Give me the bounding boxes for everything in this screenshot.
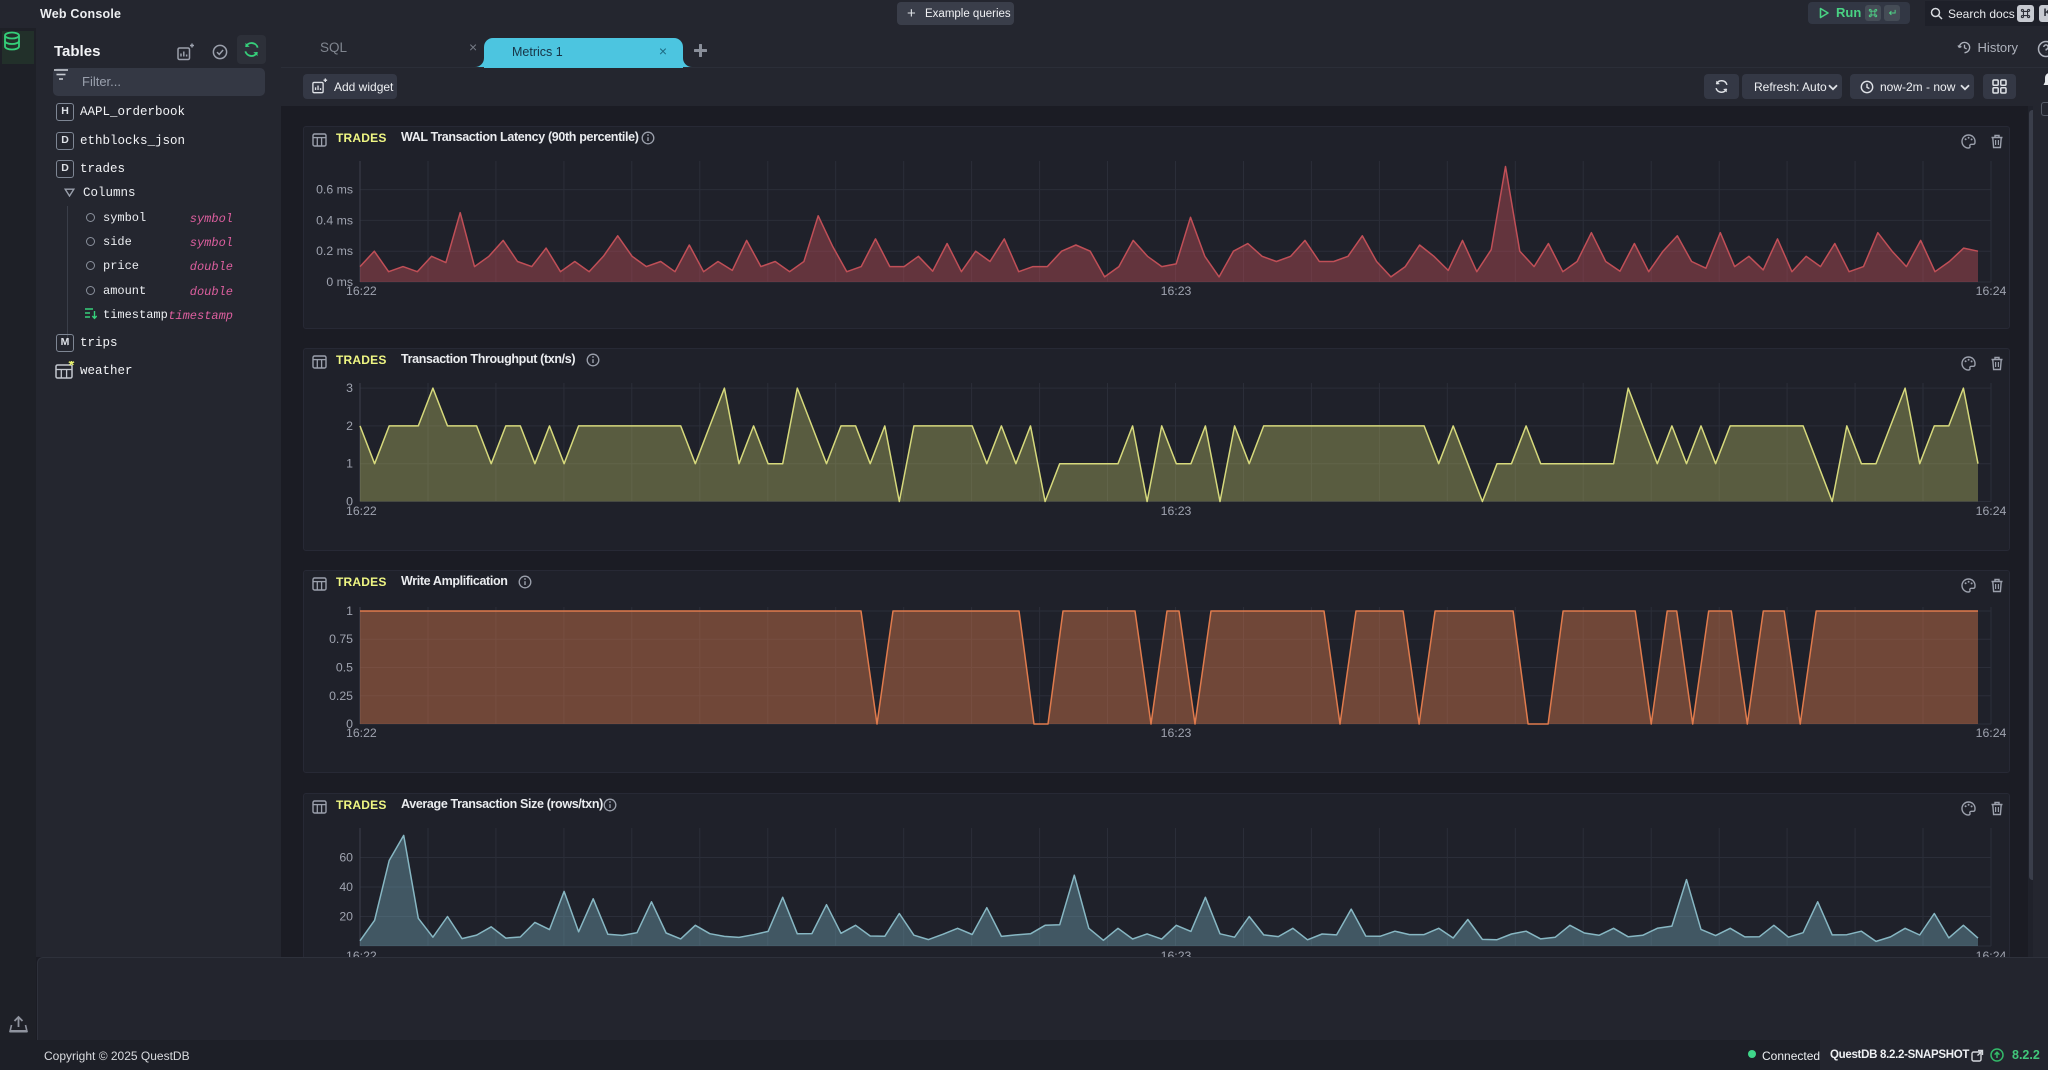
svg-text:1: 1 (346, 457, 353, 471)
svg-text:0.25: 0.25 (329, 689, 353, 703)
svg-text:16:23: 16:23 (1161, 504, 1192, 518)
svg-text:20: 20 (339, 910, 353, 924)
svg-text:16:22: 16:22 (346, 504, 377, 518)
svg-text:16:23: 16:23 (1161, 284, 1192, 298)
svg-text:16:23: 16:23 (1161, 726, 1192, 740)
svg-text:0 ms: 0 ms (326, 275, 353, 289)
svg-text:16:24: 16:24 (1976, 949, 2007, 957)
svg-text:0.6 ms: 0.6 ms (316, 183, 353, 197)
svg-text:16:23: 16:23 (1161, 949, 1192, 957)
svg-text:0.75: 0.75 (329, 632, 353, 646)
svg-text:3: 3 (346, 381, 353, 395)
svg-text:1: 1 (346, 604, 353, 618)
svg-text:40: 40 (339, 880, 353, 894)
svg-text:16:24: 16:24 (1976, 284, 2007, 298)
svg-text:*: * (69, 361, 75, 374)
svg-text:2: 2 (346, 419, 353, 433)
svg-text:16:24: 16:24 (1976, 726, 2007, 740)
svg-text:0.5: 0.5 (336, 661, 353, 675)
svg-text:16:22: 16:22 (346, 949, 377, 957)
svg-text:0: 0 (346, 495, 353, 509)
svg-text:0.4 ms: 0.4 ms (316, 213, 353, 227)
svg-text:60: 60 (339, 851, 353, 865)
svg-text:0: 0 (346, 717, 353, 731)
svg-text:16:22: 16:22 (346, 726, 377, 740)
svg-text:16:22: 16:22 (346, 284, 377, 298)
svg-text:0.2 ms: 0.2 ms (316, 244, 353, 258)
svg-text:16:24: 16:24 (1976, 504, 2007, 518)
